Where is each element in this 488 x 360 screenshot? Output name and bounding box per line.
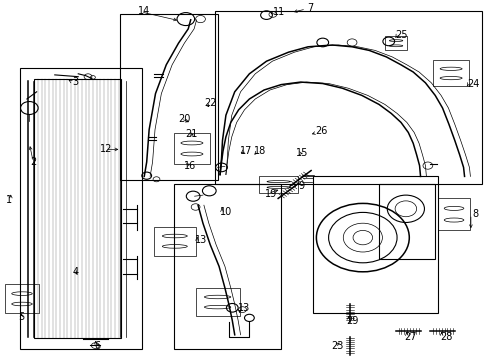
Text: 21: 21 [185,129,198,139]
Bar [20,68,142,349]
Bar [34,79,121,338]
Text: 15: 15 [295,148,308,158]
Text: 9: 9 [298,181,304,192]
Text: 27: 27 [404,332,416,342]
Bar [378,184,434,259]
Text: 24: 24 [466,78,479,89]
Bar [432,60,468,86]
Bar [5,284,39,313]
Text: 23: 23 [330,341,343,351]
Text: 7: 7 [307,3,313,13]
Text: 25: 25 [395,30,407,40]
Text: 14: 14 [138,6,150,16]
Text: 1: 1 [6,195,12,205]
Text: 6: 6 [95,341,101,351]
Text: 18: 18 [253,146,266,156]
Text: 17: 17 [239,146,252,156]
Text: 5: 5 [19,312,24,322]
Bar [259,176,298,193]
Bar [120,14,217,180]
Text: 26: 26 [315,126,327,136]
Bar [384,36,407,50]
Text: 28: 28 [439,332,451,342]
Bar [173,133,210,164]
Text: 4: 4 [73,267,79,277]
Text: 13: 13 [195,235,207,246]
Bar [195,288,239,316]
Bar [312,176,437,313]
Bar [437,198,469,230]
Text: 29: 29 [345,316,358,326]
Bar [154,227,195,256]
Text: 11: 11 [272,7,285,17]
Text: 13: 13 [238,303,250,313]
Text: 16: 16 [183,161,196,171]
Text: 20: 20 [178,114,191,124]
Text: 10: 10 [219,207,232,217]
Text: 2: 2 [30,157,36,167]
Text: 12: 12 [100,144,113,154]
Text: 8: 8 [471,209,477,219]
Bar [173,184,281,349]
Text: 19: 19 [264,189,277,199]
Text: 22: 22 [203,98,216,108]
Text: 3: 3 [73,77,79,87]
Bar [215,11,481,184]
